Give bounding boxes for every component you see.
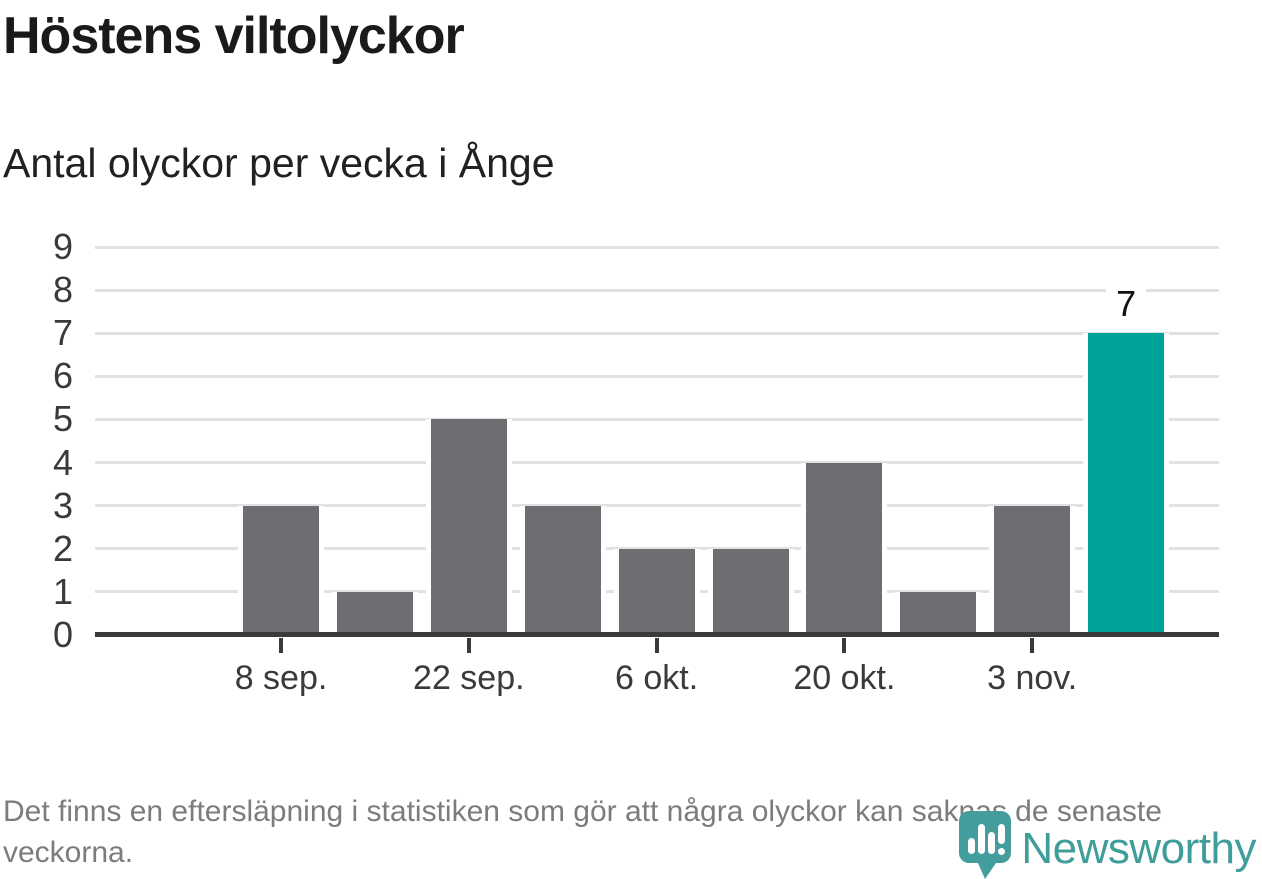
gridline — [95, 288, 1219, 292]
y-axis-label: 4 — [52, 441, 73, 483]
y-axis-label: 7 — [52, 312, 73, 354]
x-axis-line — [95, 632, 1219, 637]
bar-value-label: 7 — [1106, 283, 1147, 326]
gridline — [95, 374, 1219, 378]
bar — [425, 419, 512, 635]
x-axis-label: 22 sep. — [413, 659, 525, 697]
x-axis-tick — [654, 638, 659, 653]
x-axis-tick — [279, 638, 283, 653]
y-axis-label: 3 — [52, 484, 73, 526]
bar — [707, 548, 794, 635]
newsworthy-bubble-barchart-icon — [959, 811, 1012, 879]
x-axis-tick — [842, 638, 847, 653]
gridline — [95, 417, 1219, 421]
x-axis-label: 3 nov. — [987, 659, 1078, 697]
bar — [801, 462, 888, 635]
newsworthy-logo: Newsworthy — [959, 811, 1256, 879]
x-axis-tick — [1030, 638, 1035, 653]
y-axis-label: 8 — [52, 269, 73, 311]
y-axis-label: 9 — [52, 226, 73, 267]
gridline — [95, 504, 1219, 508]
bar — [895, 591, 982, 635]
bar — [989, 505, 1076, 635]
bar — [238, 505, 324, 635]
y-axis-label: 5 — [52, 398, 73, 440]
gridline — [95, 331, 1219, 335]
x-axis-label: 20 okt. — [793, 659, 896, 697]
chart-title: Höstens viltolyckor — [3, 7, 465, 65]
bar — [613, 548, 700, 635]
x-axis-label: 8 sep. — [234, 659, 328, 697]
x-axis-label: 6 okt. — [615, 659, 699, 697]
highlighted-bar — [1083, 333, 1170, 635]
bar — [519, 505, 606, 635]
plot-area: 7 8 sep. 22 sep. 6 okt. 20 okt. 3 nov. — [95, 245, 1219, 697]
y-axis-label: 2 — [52, 527, 73, 569]
gridline — [95, 461, 1219, 465]
x-axis-tick — [466, 638, 471, 653]
y-axis-label: 1 — [52, 570, 73, 612]
gridline — [95, 245, 1219, 249]
bar — [331, 591, 418, 635]
y-axis-label: 0 — [52, 614, 73, 655]
newsworthy-wordmark: Newsworthy — [1021, 824, 1256, 873]
chart-subtitle: Antal olyckor per vecka i Ånge — [3, 140, 555, 186]
y-axis-label: 6 — [52, 355, 73, 397]
